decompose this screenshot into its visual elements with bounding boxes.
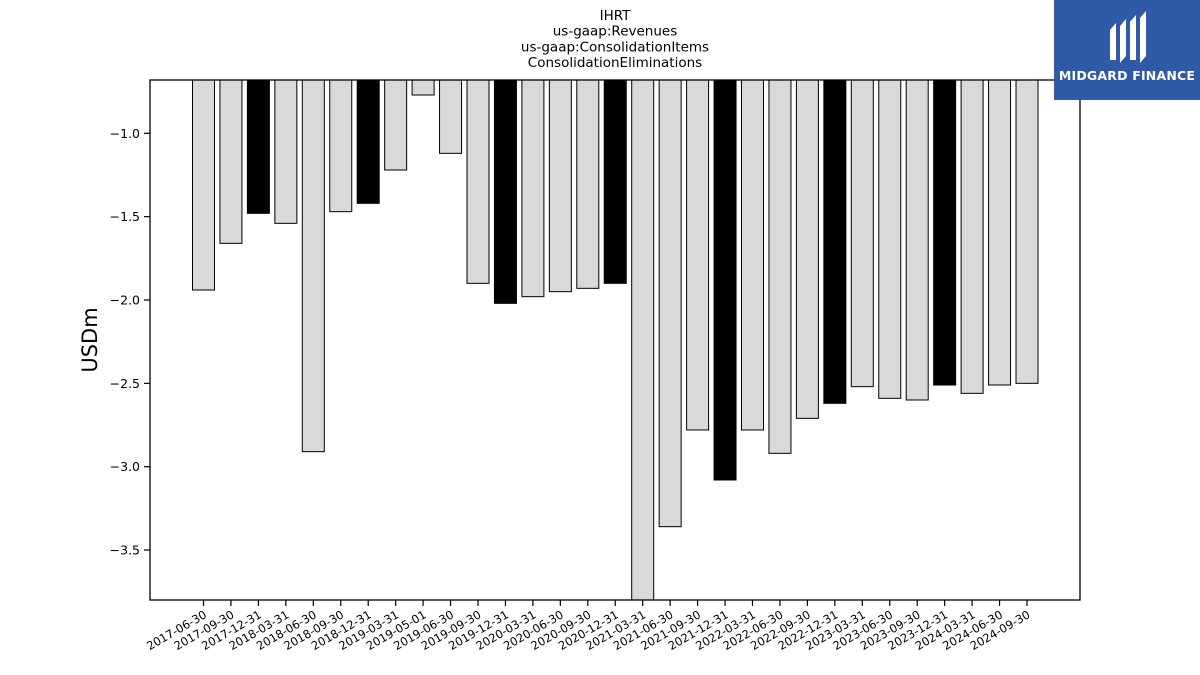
bar: [631, 79, 655, 601]
y-axis-label: USDm: [78, 307, 102, 372]
bar: [384, 79, 408, 171]
bar: [658, 79, 682, 528]
bar: [850, 79, 874, 388]
bar: [933, 79, 957, 386]
bar: [795, 79, 819, 419]
bar: [356, 79, 380, 204]
bar: [411, 79, 435, 96]
bar: [192, 79, 215, 291]
title-line: ConsolidationEliminations: [528, 55, 702, 71]
chart-title: IHRTus-gaap:Revenuesus-gaap:Consolidatio…: [521, 8, 709, 71]
bar: [493, 79, 517, 304]
bar: [686, 79, 710, 431]
bar: [960, 79, 984, 394]
bar: [878, 79, 902, 399]
bar: [1015, 79, 1039, 384]
bar: [823, 79, 847, 404]
bar: [329, 79, 353, 213]
bar: [219, 79, 243, 244]
bars: [192, 79, 1039, 601]
bar: [521, 79, 545, 298]
bar: [905, 79, 929, 401]
y-tick-label: −1.0: [110, 126, 140, 141]
x-axis-ticks: 2017-06-302017-09-302017-12-312018-03-31…: [144, 600, 1033, 653]
bar: [988, 79, 1012, 386]
title-line: IHRT: [600, 8, 632, 24]
bar: [548, 79, 572, 293]
y-tick-label: −2.5: [110, 376, 140, 391]
bar: [246, 79, 270, 214]
y-tick-label: −3.0: [110, 459, 140, 474]
logo-text: MIDGARD FINANCE: [1058, 68, 1196, 83]
title-line: us-gaap:Revenues: [553, 24, 678, 40]
bar: [768, 79, 792, 454]
y-tick-label: −3.5: [110, 543, 140, 558]
y-tick-label: −2.0: [110, 293, 140, 308]
y-tick-label: −1.5: [110, 209, 140, 224]
bar: [713, 79, 737, 481]
midgard-finance-logo: MIDGARD FINANCE: [1054, 0, 1200, 100]
bar: [603, 79, 627, 284]
bar: [439, 79, 463, 154]
y-axis-ticks: −1.0 −1.5 −2.0 −2.5 −3.0 −3.5: [110, 126, 150, 558]
bar: [274, 79, 298, 224]
title-line: us-gaap:ConsolidationItems: [521, 39, 709, 55]
logo-mark-icon: [1110, 11, 1146, 63]
bar: [301, 79, 325, 453]
bar: [576, 79, 600, 289]
bar: [741, 79, 764, 431]
bar: [466, 79, 490, 284]
